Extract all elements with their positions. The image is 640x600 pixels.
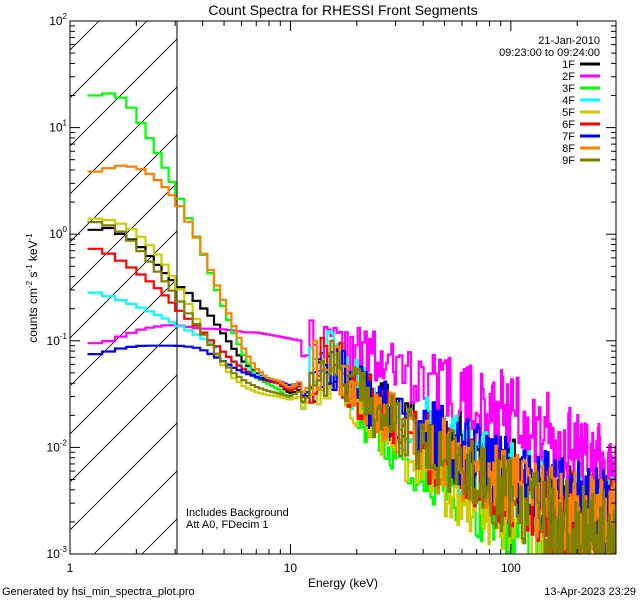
- series-2F: [87, 319, 616, 554]
- x-tick-label: 1: [67, 561, 74, 575]
- y-label-part-d: -1: [25, 264, 34, 272]
- date-label: 21-Jan-2010: [538, 35, 600, 47]
- legend-label: 2F: [562, 71, 575, 83]
- hatch-line: [622, 0, 640, 554]
- footer-timestamp: 13-Apr-2023 23:29: [544, 586, 636, 598]
- x-tick-label: 100: [501, 561, 521, 575]
- hatch-line: [70, 21, 148, 99]
- legend-label: 6F: [562, 119, 575, 131]
- hatch-line: [70, 374, 177, 483]
- footer-generated-by: Generated by hsi_min_spectra_plot.pro: [2, 586, 195, 598]
- legend-label: 3F: [562, 83, 575, 95]
- x-tick-labels: 1 10 100: [67, 561, 522, 575]
- axis-ticks: [69, 20, 617, 555]
- legend-label: 4F: [562, 95, 575, 107]
- time-range-label: 09:23:00 to 09:24:00: [499, 47, 600, 59]
- legend-label: 5F: [562, 107, 575, 119]
- y-tick-label: 10-1: [47, 332, 68, 348]
- y-label-part-a: counts cm: [26, 288, 40, 343]
- hatch-line: [70, 86, 177, 195]
- hatch-line: [70, 230, 177, 339]
- legend-label: 1F: [562, 59, 575, 71]
- y-axis-label: counts cm-2 s-1 keV-1: [25, 233, 40, 343]
- legend-label: 9F: [562, 155, 575, 167]
- y-tick-label: 100: [49, 225, 67, 241]
- legend-label: 8F: [562, 143, 575, 155]
- y-label-part-c: s: [26, 272, 40, 281]
- legend-label: 7F: [562, 131, 575, 143]
- x-tick-label: 10: [284, 561, 298, 575]
- y-tick-label: 101: [49, 119, 67, 135]
- y-label-part-f: -1: [25, 233, 34, 241]
- hatch-line: [70, 38, 177, 147]
- hatch-line: [70, 134, 177, 243]
- y-tick-label: 10-2: [47, 438, 68, 454]
- y-tick-label: 10-3: [47, 545, 68, 561]
- hatch-line: [0, 0, 118, 554]
- annotation-background: Includes Background: [186, 507, 289, 519]
- x-axis-label: Energy (keV): [308, 576, 378, 590]
- y-tick-label: 102: [49, 12, 67, 28]
- y-tick-labels: 10-3 10-2 10-1 100 101 102: [47, 12, 68, 561]
- plot-frame: [69, 20, 617, 555]
- annotation-attenuator: Att A0, FDecim 1: [186, 519, 269, 531]
- y-label-part-b: -2: [25, 280, 34, 288]
- y-label-part-e: keV: [26, 240, 40, 264]
- hatch-line: [70, 182, 177, 291]
- hatch-line: [70, 422, 177, 531]
- chart-title: Count Spectra for RHESSI Front Segments: [208, 2, 477, 18]
- series-9F: [87, 221, 616, 554]
